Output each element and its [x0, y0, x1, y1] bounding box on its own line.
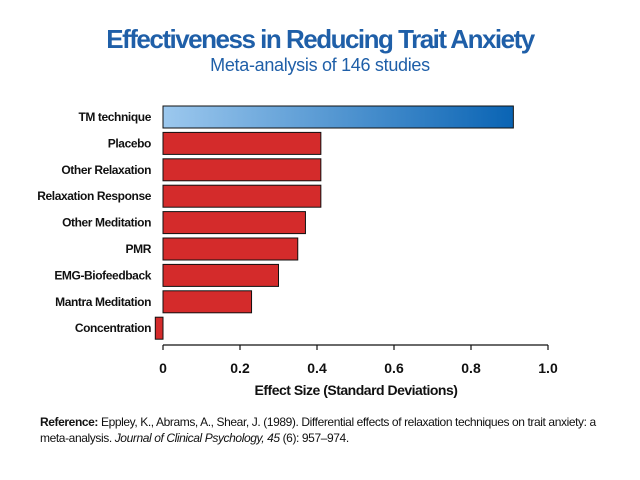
bar-chart: TM technique Placebo Other Relaxation Relax…	[37, 105, 558, 398]
x-tick-label: 0	[159, 360, 167, 376]
chart-title: Effectiveness in Reducing Trait Anxiety	[106, 24, 535, 54]
bar-mantra-meditation	[162, 290, 253, 314]
category-label-other-meditation: Other Meditation	[62, 216, 151, 230]
x-axis: 0 0.2 0.4 0.6 0.8 1.0	[159, 344, 558, 376]
reference-rest: (6): 957–974.	[279, 431, 350, 445]
reference-authors: Eppley, K., Abrams, A., Shear, J. (1989)…	[40, 415, 596, 445]
bar-placebo	[162, 131, 322, 155]
bar-other-relaxation	[162, 158, 322, 182]
category-label-other-relaxation: Other Relaxation	[61, 163, 151, 177]
bar-concentration	[154, 316, 164, 340]
x-tick-label: 0.8	[461, 360, 481, 376]
category-labels: TM technique Placebo Other Relaxation Relax…	[37, 110, 152, 335]
x-tick-label: 0.6	[384, 360, 404, 376]
x-tick-label: 0.4	[307, 360, 327, 376]
bar-tm-technique	[162, 105, 514, 129]
bar-other-meditation	[162, 211, 306, 235]
category-label-emg-biofeedback: EMG-Biofeedback	[54, 268, 151, 282]
chart-subtitle: Meta-analysis of 146 studies	[210, 55, 430, 75]
reference-label: Reference:	[40, 415, 99, 429]
category-label-relaxation-response: Relaxation Response	[37, 189, 151, 203]
category-label-pmr: PMR	[126, 242, 152, 256]
bar-relaxation-response	[162, 184, 322, 208]
reference-journal: Journal of Clinical Psychology, 45	[114, 431, 280, 445]
x-tick-label: 1.0	[538, 360, 558, 376]
x-tick-label: 0.2	[230, 360, 250, 376]
category-label-mantra-meditation: Mantra Meditation	[55, 295, 151, 309]
bars-group	[154, 105, 514, 340]
bar-emg-biofeedback	[162, 263, 279, 287]
category-label-tm-technique: TM technique	[78, 110, 151, 124]
bar-pmr	[162, 237, 299, 261]
category-label-concentration: Concentration	[75, 321, 151, 335]
x-axis-title: Effect Size (Standard Deviations)	[255, 382, 458, 398]
category-label-placebo: Placebo	[108, 136, 151, 150]
reference-note: Reference: Eppley, K., Abrams, A., Shear…	[40, 414, 615, 446]
